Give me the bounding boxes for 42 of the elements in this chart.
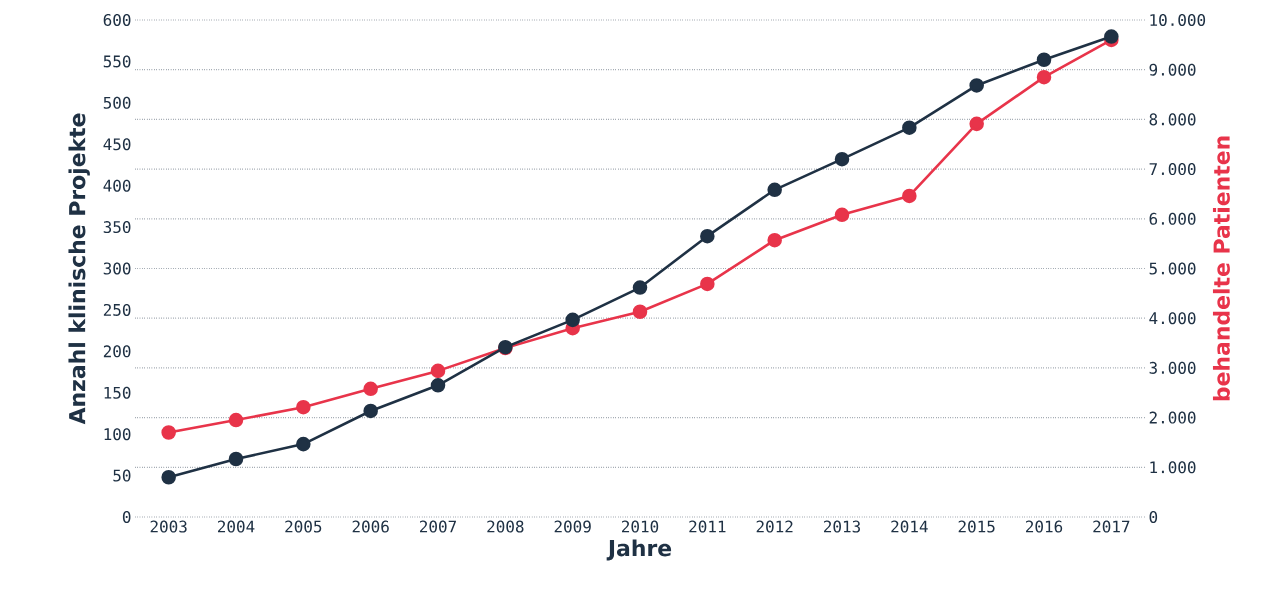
y-axis-title: Anzahl klinische Projekte (68, 113, 90, 425)
y-tick-label: 0 (122, 510, 131, 524)
y-tick-label: 600 (103, 13, 131, 27)
y-tick-label: 250 (103, 303, 131, 316)
y2-tick-label: 8.000 (1149, 113, 1196, 126)
y2-tick-label: 9.000 (1149, 63, 1196, 76)
x-tick-label: 2017 (1093, 520, 1130, 533)
y2-tick-label: 4.000 (1149, 312, 1196, 325)
x-tick-label: 2013 (824, 520, 860, 533)
x-tick-label: 2007 (420, 520, 456, 533)
y-tick-label: 50 (113, 469, 131, 482)
x-tick-label: 2010 (622, 520, 659, 533)
y2-tick-label: 2.000 (1149, 411, 1196, 424)
y-tick-label: 300 (103, 262, 131, 275)
x-tick-label: 2004 (218, 520, 255, 533)
y2-tick-label: 1.000 (1150, 461, 1196, 474)
y-tick-label: 550 (103, 55, 131, 68)
y2-tick-label: 7.000 (1149, 163, 1196, 176)
y-tick-label: 500 (103, 96, 131, 109)
x-tick-label: 2015 (958, 520, 995, 533)
x-tick-label: 2009 (554, 520, 591, 533)
x-tick-label: 2016 (1026, 520, 1063, 533)
y2-axis-title: behandelte Patienten (1212, 136, 1230, 401)
y-tick-label: 200 (103, 345, 131, 358)
x-tick-label: 2011 (689, 520, 726, 533)
x-tick-label: 2012 (756, 520, 793, 533)
y2-tick-label: 6.000 (1149, 212, 1196, 225)
y2-tick-label: 5.000 (1149, 262, 1196, 275)
y-tick-label: 400 (103, 179, 131, 192)
y2-tick-label: 0 (1149, 510, 1158, 524)
x-tick-label: 2006 (352, 520, 389, 533)
x-tick-label: 2008 (487, 520, 524, 533)
x-tick-label: 2005 (285, 520, 322, 533)
y-tick-label: 350 (103, 221, 131, 234)
x-tick-label: 2003 (150, 520, 187, 533)
y2-tick-label: 3.000 (1149, 361, 1196, 374)
y-tick-label: 150 (104, 386, 131, 399)
y2-tick-label: 10.000 (1150, 13, 1206, 27)
x-axis-title: Jahre (606, 539, 672, 561)
x-tick-label: 2014 (891, 520, 928, 533)
y-tick-label: 450 (103, 138, 131, 151)
y-tick-label: 100 (104, 428, 131, 441)
